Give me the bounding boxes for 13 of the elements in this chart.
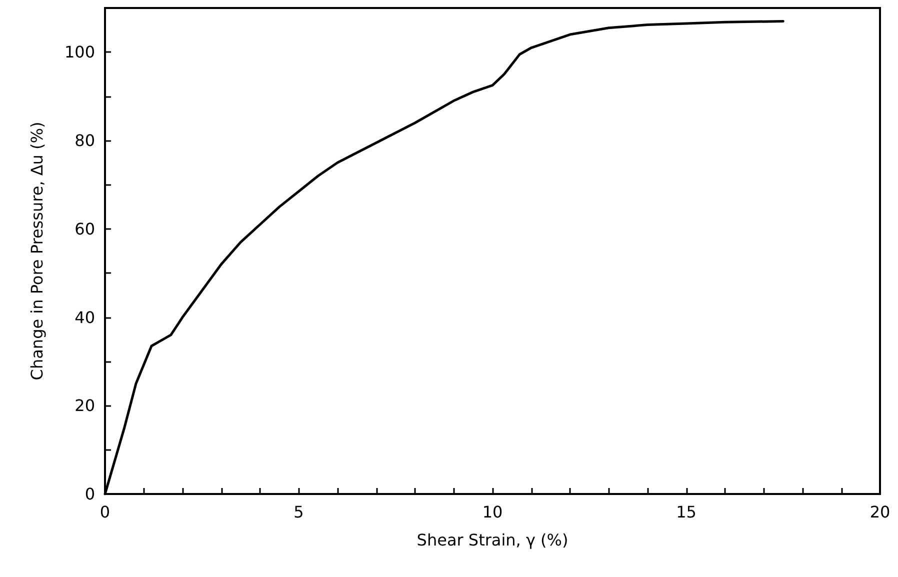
y-axis-title: Change in Pore Pressure, Δu (%): [28, 122, 46, 380]
x-tick-label: 20: [870, 502, 890, 522]
x-tick-label: 0: [100, 502, 110, 522]
x-tick-label: 15: [676, 502, 696, 522]
y-tick-label: 100: [64, 42, 95, 62]
y-tick-label: 20: [74, 396, 95, 416]
x-axis-title: Shear Strain, γ (%): [416, 530, 568, 550]
y-tick-label: 40: [74, 308, 95, 327]
y-tick-label: 80: [74, 131, 95, 150]
x-tick-label: 10: [482, 502, 503, 522]
x-tick-label: 5: [294, 502, 304, 522]
y-tick-label: 0: [84, 484, 95, 504]
y-tick-label: 60: [74, 219, 95, 238]
